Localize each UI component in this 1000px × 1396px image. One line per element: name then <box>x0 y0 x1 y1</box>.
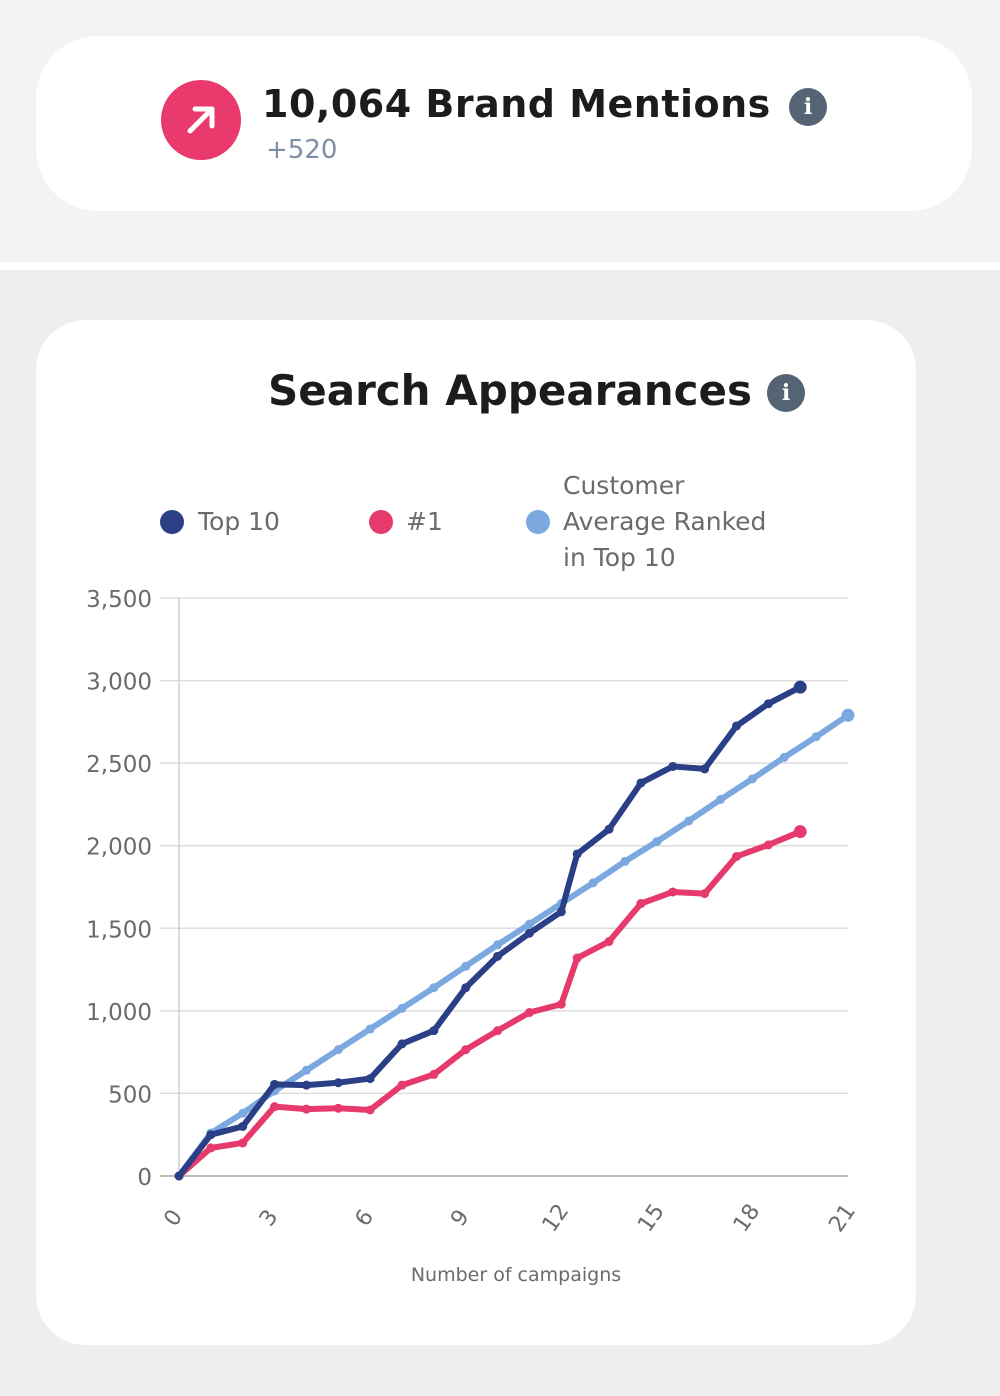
brand-mentions-delta: +520 <box>266 135 338 165</box>
data-point <box>841 708 855 722</box>
series-line <box>176 712 851 1179</box>
x-tick-label: 15 <box>633 1200 670 1237</box>
data-point <box>700 889 710 899</box>
data-point <box>429 1069 439 1079</box>
data-point <box>238 1108 248 1118</box>
data-point <box>365 1105 375 1115</box>
data-point <box>556 907 566 917</box>
data-point <box>732 851 741 861</box>
data-point <box>684 816 694 826</box>
x-tick-label: 12 <box>538 1200 575 1237</box>
data-point <box>572 849 582 859</box>
data-point <box>493 951 503 961</box>
chart-title: Search Appearances <box>268 366 753 415</box>
legend-label-customer-average: Customer Average Ranked in Top 10 <box>563 471 767 572</box>
data-point <box>333 1103 343 1113</box>
info-icon[interactable]: i <box>789 88 827 126</box>
data-point <box>238 1121 248 1131</box>
data-point <box>524 1008 534 1018</box>
data-point <box>206 1143 216 1153</box>
data-point <box>636 778 646 788</box>
data-point <box>333 1045 343 1055</box>
y-tick-label: 2,500 <box>86 752 152 778</box>
data-point <box>493 1026 503 1036</box>
legend-dot-number-1 <box>369 510 393 534</box>
trend-badge <box>161 80 241 160</box>
data-point <box>763 840 773 850</box>
data-point <box>461 961 471 971</box>
data-point <box>668 887 678 897</box>
data-point <box>588 878 598 888</box>
data-point <box>397 1080 407 1090</box>
data-point <box>333 1078 343 1088</box>
y-tick-label: 1,500 <box>86 917 152 943</box>
x-tick-label: 6 <box>351 1205 380 1231</box>
data-point <box>793 825 807 839</box>
y-tick-label: 500 <box>108 1082 152 1108</box>
data-point <box>604 824 614 834</box>
data-point <box>716 794 726 804</box>
data-point <box>668 761 678 771</box>
data-point <box>811 732 821 742</box>
data-point <box>763 699 773 709</box>
data-point <box>793 680 807 694</box>
x-tick-label: 3 <box>255 1205 284 1231</box>
y-tick-label: 3,000 <box>86 670 152 696</box>
data-point <box>397 1039 407 1049</box>
x-tick-label: 18 <box>729 1200 766 1237</box>
y-tick-label: 0 <box>137 1165 152 1191</box>
legend-dot-customer-average <box>526 510 550 534</box>
data-point <box>620 856 630 866</box>
data-point <box>700 764 710 774</box>
data-point <box>732 721 741 731</box>
data-point <box>270 1102 280 1112</box>
data-point <box>365 1024 375 1034</box>
series-line <box>176 828 804 1179</box>
data-point <box>365 1074 375 1084</box>
legend-dot-top-10 <box>160 510 184 534</box>
legend-label-top-10: Top 10 <box>198 507 280 536</box>
data-point <box>429 983 439 993</box>
data-point <box>301 1065 311 1075</box>
x-tick-label: 9 <box>446 1205 475 1231</box>
y-tick-label: 2,000 <box>86 835 152 861</box>
data-point <box>493 940 503 950</box>
data-point <box>461 983 471 993</box>
data-point <box>556 999 566 1009</box>
data-point <box>429 1026 439 1036</box>
section-divider <box>0 262 1000 270</box>
x-tick-label: 21 <box>824 1200 861 1237</box>
data-point <box>636 899 646 909</box>
data-point <box>652 837 662 847</box>
y-tick-label: 1,000 <box>86 1000 152 1026</box>
data-point <box>524 919 534 929</box>
series-line <box>176 684 804 1179</box>
data-point <box>238 1138 248 1148</box>
data-point <box>301 1080 311 1090</box>
data-point <box>524 928 534 938</box>
data-point <box>270 1079 280 1089</box>
data-point <box>397 1003 407 1013</box>
data-point <box>301 1104 311 1114</box>
data-point <box>572 953 582 963</box>
brand-mentions-title: 10,064 Brand Mentions <box>262 82 771 126</box>
data-point <box>779 752 789 762</box>
arrow-up-right-icon <box>187 106 215 134</box>
x-axis-title: Number of campaigns <box>410 1264 622 1286</box>
chart-info-icon[interactable]: i <box>767 374 805 412</box>
data-point <box>174 1171 184 1181</box>
data-point <box>747 774 757 784</box>
x-tick-label: 0 <box>159 1205 188 1231</box>
data-point <box>206 1130 216 1140</box>
data-point <box>604 936 614 946</box>
data-point <box>461 1045 471 1055</box>
y-tick-label: 3,500 <box>86 587 152 613</box>
legend-label-number-1: #1 <box>406 507 443 536</box>
